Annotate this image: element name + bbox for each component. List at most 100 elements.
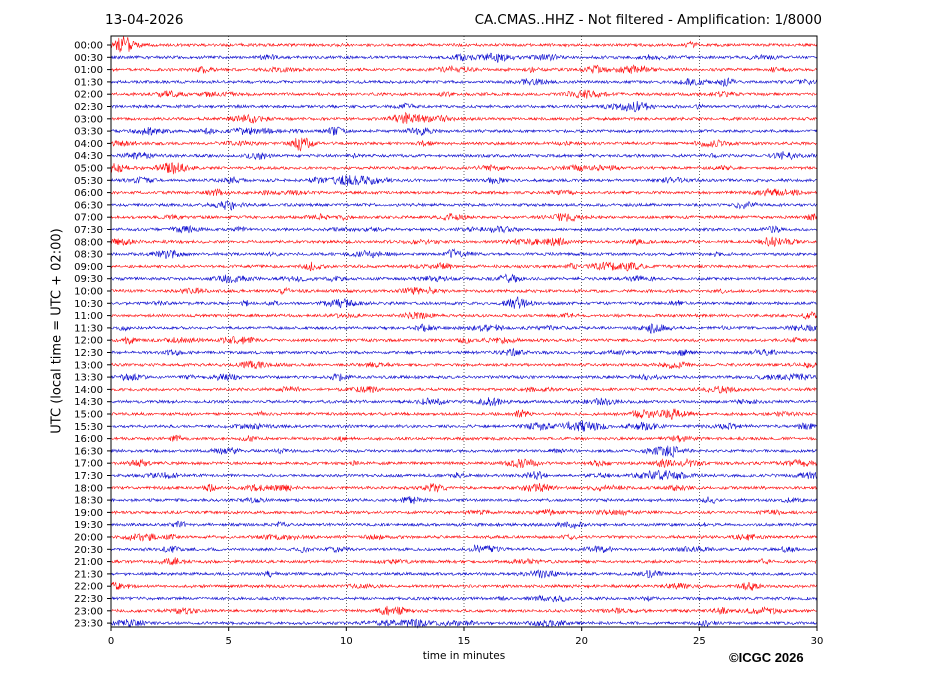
trace-row xyxy=(110,482,817,493)
y-tick-label: 22:30 xyxy=(74,594,103,605)
y-tick-label: 18:00 xyxy=(74,483,103,494)
y-tick-label: 10:30 xyxy=(74,299,103,310)
copyright-label: ©ICGC 2026 xyxy=(729,650,804,665)
y-tick-label: 01:30 xyxy=(74,77,103,88)
y-tick-label: 09:30 xyxy=(74,274,103,285)
x-tick-label: 30 xyxy=(811,636,824,647)
y-tick-label: 16:30 xyxy=(74,446,103,457)
axes-frame xyxy=(110,35,818,628)
y-tick-label: 16:00 xyxy=(74,434,103,445)
trace-row xyxy=(110,36,817,53)
trace-row xyxy=(110,101,817,113)
y-tick-label: 08:00 xyxy=(74,237,103,248)
trace-row xyxy=(110,508,817,517)
trace-row xyxy=(110,236,817,247)
y-tick-label: 00:00 xyxy=(74,41,103,52)
trace-row xyxy=(110,212,817,222)
trace-row xyxy=(110,372,817,382)
y-tick-label: 04:30 xyxy=(74,151,103,162)
y-tick-label: 20:30 xyxy=(74,545,103,556)
trace-row xyxy=(110,385,817,394)
trace-row xyxy=(110,286,817,296)
x-axis-label: time in minutes xyxy=(422,650,506,662)
y-tick-label: 05:00 xyxy=(74,164,103,175)
trace-row xyxy=(110,469,817,481)
y-tick-label: 19:30 xyxy=(74,520,103,531)
x-axis-ticks: 0 5 10 15 20 25 30 xyxy=(108,627,824,647)
y-tick-label: 11:30 xyxy=(74,323,103,334)
y-tick-label: 12:00 xyxy=(74,336,103,347)
trace-row xyxy=(110,347,817,357)
grid-lines xyxy=(228,36,700,627)
y-tick-label: 02:30 xyxy=(74,102,103,113)
trace-row xyxy=(110,137,817,152)
y-tick-label: 21:00 xyxy=(74,557,103,568)
trace-row xyxy=(110,360,817,370)
trace-row xyxy=(110,434,817,443)
trace-row xyxy=(110,151,817,161)
y-tick-label: 12:30 xyxy=(74,348,103,359)
trace-row xyxy=(110,581,817,591)
date-label: 13-04-2026 xyxy=(105,12,184,28)
y-tick-label: 13:30 xyxy=(74,373,103,384)
trace-row xyxy=(110,77,817,88)
x-tick-label: 15 xyxy=(458,636,471,647)
y-tick-label: 06:00 xyxy=(74,188,103,199)
y-tick-label: 09:00 xyxy=(74,262,103,273)
y-tick-label: 06:30 xyxy=(74,200,103,211)
trace-row xyxy=(110,408,817,420)
chart-title: CA.CMAS..HHZ - Not filtered - Amplificat… xyxy=(474,12,822,28)
trace-row xyxy=(110,111,817,124)
trace-row xyxy=(110,296,817,309)
trace-row xyxy=(110,420,817,432)
y-tick-label: 20:00 xyxy=(74,533,103,544)
x-tick-label: 5 xyxy=(225,636,231,647)
y-tick-label: 17:30 xyxy=(74,471,103,482)
trace-row xyxy=(110,248,817,259)
trace-row xyxy=(110,457,817,469)
y-tick-label: 07:00 xyxy=(74,213,103,224)
trace-row xyxy=(110,618,817,629)
trace-row xyxy=(110,336,817,346)
y-tick-label: 02:00 xyxy=(74,90,103,101)
y-tick-label: 05:30 xyxy=(74,176,103,187)
trace-row xyxy=(110,533,817,542)
y-tick-label: 18:30 xyxy=(74,496,103,507)
trace-row xyxy=(110,311,817,320)
trace-row xyxy=(110,273,817,284)
y-tick-label: 15:30 xyxy=(74,422,103,433)
x-tick-label: 25 xyxy=(693,636,706,647)
y-tick-label: 23:30 xyxy=(74,619,103,630)
trace-row xyxy=(110,594,817,603)
trace-row xyxy=(110,496,817,505)
y-tick-label: 19:00 xyxy=(74,508,103,519)
trace-row xyxy=(110,224,817,234)
y-tick-label: 23:00 xyxy=(74,606,103,617)
seismic-traces xyxy=(110,36,817,629)
trace-row xyxy=(110,64,817,74)
y-tick-label: 14:00 xyxy=(74,385,103,396)
y-tick-label: 21:30 xyxy=(74,569,103,580)
y-tick-label: 17:00 xyxy=(74,459,103,470)
y-tick-label: 14:30 xyxy=(74,397,103,408)
trace-row xyxy=(110,261,817,272)
y-tick-label: 15:00 xyxy=(74,410,103,421)
y-tick-label: 03:30 xyxy=(74,127,103,138)
y-tick-label: 04:00 xyxy=(74,139,103,150)
y-tick-label: 03:00 xyxy=(74,114,103,125)
y-tick-label: 01:00 xyxy=(74,65,103,76)
trace-row xyxy=(110,544,817,554)
trace-row xyxy=(110,445,817,458)
x-tick-label: 0 xyxy=(108,636,114,647)
trace-row xyxy=(110,162,817,175)
y-tick-label: 08:30 xyxy=(74,250,103,261)
trace-row xyxy=(110,200,817,211)
y-tick-label: 22:00 xyxy=(74,582,103,593)
trace-row xyxy=(110,187,817,197)
x-tick-label: 20 xyxy=(575,636,588,647)
trace-row xyxy=(110,605,817,616)
trace-row xyxy=(110,397,817,407)
y-tick-label: 00:30 xyxy=(74,53,103,64)
